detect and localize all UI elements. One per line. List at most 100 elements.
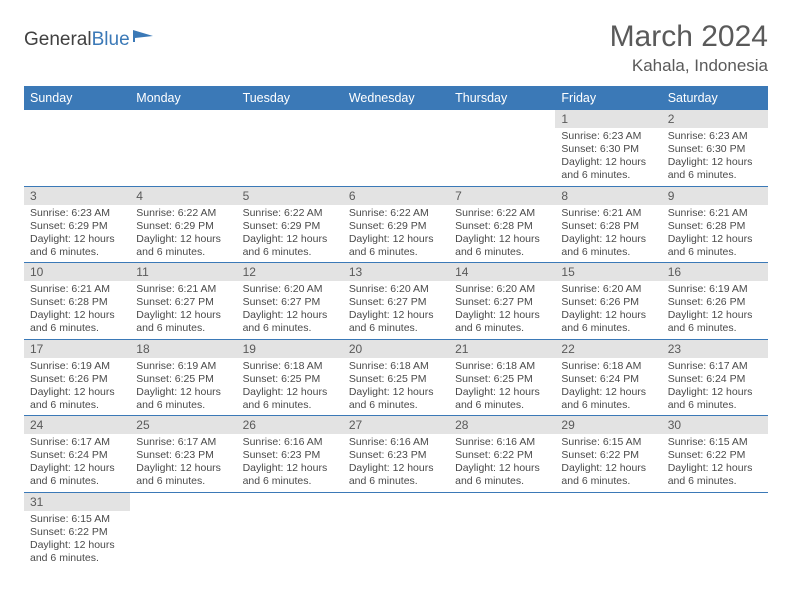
calendar-cell: 1Sunrise: 6:23 AMSunset: 6:30 PMDaylight…: [555, 110, 661, 186]
calendar-row: 17Sunrise: 6:19 AMSunset: 6:26 PMDayligh…: [24, 339, 768, 416]
calendar-cell: [130, 110, 236, 186]
day-details: Sunrise: 6:22 AMSunset: 6:28 PMDaylight:…: [449, 205, 555, 263]
day-details: Sunrise: 6:18 AMSunset: 6:25 PMDaylight:…: [237, 358, 343, 416]
weekday-friday: Friday: [555, 86, 661, 110]
weekday-thursday: Thursday: [449, 86, 555, 110]
weekday-header-row: Sunday Monday Tuesday Wednesday Thursday…: [24, 86, 768, 110]
day-details: Sunrise: 6:23 AMSunset: 6:29 PMDaylight:…: [24, 205, 130, 263]
calendar-cell: 4Sunrise: 6:22 AMSunset: 6:29 PMDaylight…: [130, 186, 236, 263]
calendar-cell: 19Sunrise: 6:18 AMSunset: 6:25 PMDayligh…: [237, 339, 343, 416]
day-details: Sunrise: 6:16 AMSunset: 6:22 PMDaylight:…: [449, 434, 555, 492]
day-details: Sunrise: 6:15 AMSunset: 6:22 PMDaylight:…: [662, 434, 768, 492]
calendar-cell: 7Sunrise: 6:22 AMSunset: 6:28 PMDaylight…: [449, 186, 555, 263]
logo-text: GeneralBlue: [24, 29, 130, 51]
day-number: 10: [24, 263, 130, 281]
day-details: Sunrise: 6:20 AMSunset: 6:27 PMDaylight:…: [343, 281, 449, 339]
day-details: Sunrise: 6:20 AMSunset: 6:26 PMDaylight:…: [555, 281, 661, 339]
calendar-cell: [662, 492, 768, 568]
weekday-sunday: Sunday: [24, 86, 130, 110]
day-number: 12: [237, 263, 343, 281]
calendar-cell: 30Sunrise: 6:15 AMSunset: 6:22 PMDayligh…: [662, 416, 768, 493]
calendar-row: 3Sunrise: 6:23 AMSunset: 6:29 PMDaylight…: [24, 186, 768, 263]
calendar-cell: [343, 110, 449, 186]
day-details: Sunrise: 6:17 AMSunset: 6:23 PMDaylight:…: [130, 434, 236, 492]
day-details: Sunrise: 6:19 AMSunset: 6:26 PMDaylight:…: [24, 358, 130, 416]
calendar-cell: 9Sunrise: 6:21 AMSunset: 6:28 PMDaylight…: [662, 186, 768, 263]
calendar-cell: [449, 110, 555, 186]
day-details: Sunrise: 6:17 AMSunset: 6:24 PMDaylight:…: [24, 434, 130, 492]
day-number: 31: [24, 493, 130, 511]
calendar-cell: 15Sunrise: 6:20 AMSunset: 6:26 PMDayligh…: [555, 263, 661, 340]
day-number: 17: [24, 340, 130, 358]
calendar-row: 1Sunrise: 6:23 AMSunset: 6:30 PMDaylight…: [24, 110, 768, 186]
day-number: 16: [662, 263, 768, 281]
day-number: 30: [662, 416, 768, 434]
day-details: Sunrise: 6:21 AMSunset: 6:28 PMDaylight:…: [662, 205, 768, 263]
header: GeneralBlue March 2024 Kahala, Indonesia: [24, 20, 768, 76]
day-details: Sunrise: 6:20 AMSunset: 6:27 PMDaylight:…: [237, 281, 343, 339]
calendar-cell: 22Sunrise: 6:18 AMSunset: 6:24 PMDayligh…: [555, 339, 661, 416]
calendar-cell: 17Sunrise: 6:19 AMSunset: 6:26 PMDayligh…: [24, 339, 130, 416]
day-number: 23: [662, 340, 768, 358]
day-number: 4: [130, 187, 236, 205]
calendar-row: 24Sunrise: 6:17 AMSunset: 6:24 PMDayligh…: [24, 416, 768, 493]
calendar-cell: [24, 110, 130, 186]
day-details: Sunrise: 6:23 AMSunset: 6:30 PMDaylight:…: [555, 128, 661, 186]
day-details: Sunrise: 6:19 AMSunset: 6:25 PMDaylight:…: [130, 358, 236, 416]
day-number: 2: [662, 110, 768, 128]
day-number: 28: [449, 416, 555, 434]
calendar-cell: [237, 492, 343, 568]
calendar-cell: 18Sunrise: 6:19 AMSunset: 6:25 PMDayligh…: [130, 339, 236, 416]
calendar-cell: 29Sunrise: 6:15 AMSunset: 6:22 PMDayligh…: [555, 416, 661, 493]
calendar-cell: 27Sunrise: 6:16 AMSunset: 6:23 PMDayligh…: [343, 416, 449, 493]
calendar-cell: 13Sunrise: 6:20 AMSunset: 6:27 PMDayligh…: [343, 263, 449, 340]
weekday-saturday: Saturday: [662, 86, 768, 110]
weekday-tuesday: Tuesday: [237, 86, 343, 110]
day-number: 8: [555, 187, 661, 205]
page-title: March 2024: [610, 20, 768, 54]
calendar-cell: [237, 110, 343, 186]
calendar-cell: 21Sunrise: 6:18 AMSunset: 6:25 PMDayligh…: [449, 339, 555, 416]
day-number: 5: [237, 187, 343, 205]
calendar-cell: 2Sunrise: 6:23 AMSunset: 6:30 PMDaylight…: [662, 110, 768, 186]
calendar-cell: 6Sunrise: 6:22 AMSunset: 6:29 PMDaylight…: [343, 186, 449, 263]
day-number: 6: [343, 187, 449, 205]
calendar-cell: 24Sunrise: 6:17 AMSunset: 6:24 PMDayligh…: [24, 416, 130, 493]
day-details: Sunrise: 6:22 AMSunset: 6:29 PMDaylight:…: [343, 205, 449, 263]
calendar-cell: [449, 492, 555, 568]
day-details: Sunrise: 6:16 AMSunset: 6:23 PMDaylight:…: [343, 434, 449, 492]
calendar-cell: 16Sunrise: 6:19 AMSunset: 6:26 PMDayligh…: [662, 263, 768, 340]
day-details: Sunrise: 6:18 AMSunset: 6:25 PMDaylight:…: [343, 358, 449, 416]
day-number: 14: [449, 263, 555, 281]
day-details: Sunrise: 6:22 AMSunset: 6:29 PMDaylight:…: [130, 205, 236, 263]
day-number: 9: [662, 187, 768, 205]
day-number: 29: [555, 416, 661, 434]
day-number: 18: [130, 340, 236, 358]
weekday-monday: Monday: [130, 86, 236, 110]
logo: GeneralBlue: [24, 28, 155, 51]
calendar-cell: [555, 492, 661, 568]
logo-word1: General: [24, 29, 92, 50]
day-number: 19: [237, 340, 343, 358]
calendar-cell: 28Sunrise: 6:16 AMSunset: 6:22 PMDayligh…: [449, 416, 555, 493]
calendar-cell: 23Sunrise: 6:17 AMSunset: 6:24 PMDayligh…: [662, 339, 768, 416]
day-details: Sunrise: 6:18 AMSunset: 6:25 PMDaylight:…: [449, 358, 555, 416]
day-number: 26: [237, 416, 343, 434]
day-details: Sunrise: 6:19 AMSunset: 6:26 PMDaylight:…: [662, 281, 768, 339]
day-details: Sunrise: 6:18 AMSunset: 6:24 PMDaylight:…: [555, 358, 661, 416]
weekday-wednesday: Wednesday: [343, 86, 449, 110]
title-block: March 2024 Kahala, Indonesia: [610, 20, 768, 76]
calendar-row: 31Sunrise: 6:15 AMSunset: 6:22 PMDayligh…: [24, 492, 768, 568]
day-number: 27: [343, 416, 449, 434]
calendar-row: 10Sunrise: 6:21 AMSunset: 6:28 PMDayligh…: [24, 263, 768, 340]
day-details: Sunrise: 6:21 AMSunset: 6:27 PMDaylight:…: [130, 281, 236, 339]
day-details: Sunrise: 6:23 AMSunset: 6:30 PMDaylight:…: [662, 128, 768, 186]
day-number: 3: [24, 187, 130, 205]
day-number: 15: [555, 263, 661, 281]
calendar-cell: 26Sunrise: 6:16 AMSunset: 6:23 PMDayligh…: [237, 416, 343, 493]
day-details: Sunrise: 6:21 AMSunset: 6:28 PMDaylight:…: [555, 205, 661, 263]
day-number: 13: [343, 263, 449, 281]
day-number: 21: [449, 340, 555, 358]
calendar-cell: 31Sunrise: 6:15 AMSunset: 6:22 PMDayligh…: [24, 492, 130, 568]
calendar-cell: 14Sunrise: 6:20 AMSunset: 6:27 PMDayligh…: [449, 263, 555, 340]
